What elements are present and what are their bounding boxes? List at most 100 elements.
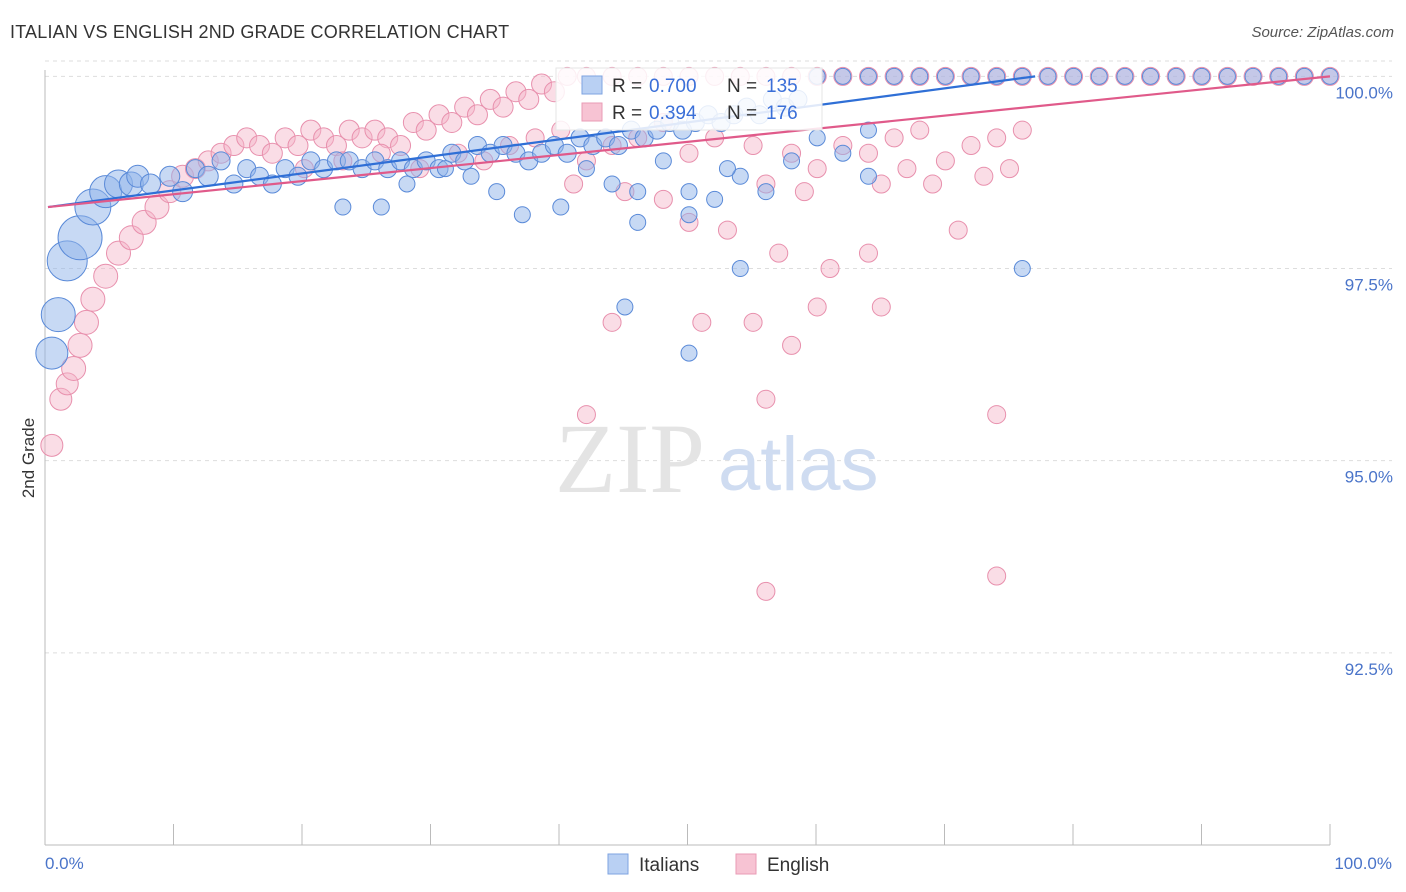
english-point (531, 73, 553, 95)
series-legend: Italians English (607, 853, 829, 876)
legend-n-value-english: 176 (766, 103, 798, 124)
legend-r-value-italians: 0.700 (649, 76, 697, 97)
italians-point (1065, 67, 1083, 85)
english-point (743, 136, 763, 156)
italians-point (462, 167, 480, 185)
english-point (897, 159, 917, 179)
x-tick-label-max: 100.0% (1334, 854, 1392, 873)
english-point (351, 127, 373, 149)
english-point (223, 135, 245, 157)
watermark-zip: ZIP (555, 403, 705, 514)
watermark-atlas: atlas (718, 422, 879, 507)
legend-n-value-italians: 135 (766, 76, 798, 97)
english-point (505, 81, 527, 103)
english-point (93, 263, 119, 289)
english-point (61, 355, 87, 381)
english-point (910, 120, 930, 140)
italians-point (1193, 67, 1211, 85)
english-point (576, 405, 596, 425)
italians-point (1116, 67, 1134, 85)
english-point (313, 127, 335, 149)
english-trend-line (47, 75, 1331, 209)
italians-point (159, 165, 181, 187)
english-point (858, 243, 878, 263)
y-tick-label: 97.5% (1345, 276, 1393, 295)
legend-swatch-italians (581, 75, 603, 95)
chart-title: ITALIAN VS ENGLISH 2ND GRADE CORRELATION… (10, 22, 510, 42)
english-point (692, 312, 712, 332)
english-point (261, 142, 283, 164)
x-tick-label-min: 0.0% (45, 854, 84, 873)
italians-point (1244, 67, 1262, 85)
english-point (454, 96, 476, 118)
english-point (935, 151, 955, 171)
italians-point (616, 298, 634, 316)
italians-point (936, 67, 954, 85)
italians-trend-line (47, 75, 1036, 209)
grid (45, 60, 1392, 654)
italians-point (859, 121, 877, 139)
english-point (236, 127, 258, 149)
bottom-legend-label-english: English (767, 855, 829, 876)
english-point (987, 405, 1007, 425)
italians-point (706, 190, 724, 208)
italians-point (834, 144, 852, 162)
italians-point (603, 175, 621, 193)
italians-point (654, 152, 672, 170)
english-point (415, 119, 437, 141)
italians-point (962, 67, 980, 85)
english-point (1000, 159, 1019, 179)
italians-point (436, 160, 454, 178)
english-point (987, 566, 1007, 586)
italians-point (608, 136, 628, 156)
italians-point (731, 167, 749, 185)
italians-point (1295, 67, 1313, 85)
english-point (871, 174, 891, 194)
italians-point (334, 198, 352, 216)
italians-point (680, 183, 698, 201)
english-point (679, 143, 699, 163)
english-point (858, 143, 878, 163)
italians-point (629, 183, 647, 201)
english-point (466, 104, 488, 126)
italians-point (513, 206, 531, 224)
english-point (402, 111, 424, 133)
italians-point (859, 167, 877, 185)
y-tick-labels: 92.5% 95.0% 97.5% 100.0% (1335, 83, 1393, 678)
italians-point (911, 67, 929, 85)
english-point (364, 119, 386, 141)
y-tick-label: 92.5% (1345, 660, 1393, 679)
english-point (807, 297, 827, 317)
italians-point (718, 160, 736, 178)
legend-r-label-italians: R = (612, 76, 642, 97)
italians-point (40, 297, 76, 333)
english-point (820, 259, 840, 279)
legend-r-value-english: 0.394 (649, 103, 697, 124)
english-point (923, 174, 943, 194)
english-point (769, 243, 789, 263)
english-point (492, 96, 514, 118)
legend-r-label-english: R = (612, 103, 642, 124)
italians-point (1090, 67, 1108, 85)
english-point (518, 88, 540, 110)
english-point (1012, 120, 1032, 140)
italians-point (808, 129, 826, 147)
english-point (80, 286, 106, 312)
italians-point (834, 67, 852, 85)
italians-point (783, 152, 801, 170)
english-point (40, 433, 64, 457)
english-point (49, 387, 73, 411)
italians-point (455, 151, 475, 171)
source-credit: Source: ZipAtlas.com (1251, 24, 1394, 41)
y-tick-label: 100.0% (1335, 83, 1393, 102)
english-point (338, 119, 360, 141)
italians-point (552, 198, 570, 216)
x-ticks (44, 824, 1331, 845)
english-point (961, 136, 981, 156)
bottom-legend-label-italians: Italians (639, 855, 699, 876)
italians-point (398, 175, 416, 193)
italians-point (1167, 67, 1185, 85)
english-point (756, 581, 776, 601)
italians-point (577, 160, 595, 178)
